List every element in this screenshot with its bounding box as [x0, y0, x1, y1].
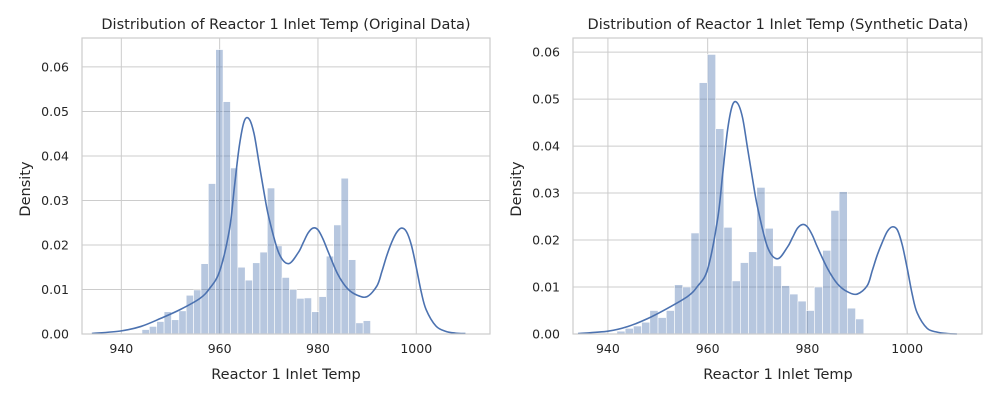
histogram-bar [855, 318, 865, 335]
histogram-bar [748, 251, 758, 335]
histogram-bar [149, 326, 158, 335]
histogram-bar [797, 300, 807, 335]
histogram-bar [156, 321, 165, 335]
y-tick-label: 0.04 [41, 148, 69, 163]
y-tick-label: 0.03 [532, 186, 560, 201]
histogram-bar [222, 101, 231, 335]
histogram-bar [633, 325, 642, 335]
chart-title: Distribution of Reactor 1 Inlet Temp (Sy… [588, 17, 969, 33]
plot-area: 940 960 980 1000 0.00 0.01 0.02 0.03 0.04 0.05 0.0… [41, 37, 491, 356]
histogram-bar [674, 284, 684, 335]
plot-area: 940 960 980 1000 0.00 0.01 0.02 0.03 0.04 0.05 0.0… [532, 37, 983, 356]
histogram-bar [814, 286, 823, 335]
histogram-bar [326, 255, 334, 335]
histogram-bar [215, 49, 224, 335]
x-tick-label: 980 [795, 341, 819, 356]
x-tick-label: 940 [109, 341, 133, 356]
x-tick-label: 1000 [891, 341, 923, 356]
y-tick-label: 0.02 [41, 237, 69, 252]
histogram-bar [690, 232, 700, 335]
histogram-bar [244, 279, 253, 335]
histogram-bar [723, 227, 733, 335]
histogram-bar [267, 187, 275, 335]
histogram-bar [252, 262, 261, 335]
y-axis-label: Density [509, 161, 525, 217]
histogram-bar [847, 307, 856, 335]
histogram-bar [318, 296, 327, 335]
x-tick-label: 960 [208, 341, 232, 356]
y-tick-label: 0.01 [532, 280, 560, 295]
kde-curve [577, 100, 958, 335]
y-tick-label: 0.02 [532, 233, 560, 248]
x-axis-label: Reactor 1 Inlet Temp [703, 367, 853, 383]
chart-panel-original: 940 960 980 1000 0.00 0.01 0.02 0.03 0.04 0.05 0.0… [18, 17, 491, 383]
histogram-bar [355, 322, 364, 335]
kde-curve [91, 116, 466, 335]
histogram-bar [208, 183, 217, 335]
histogram-bar [657, 317, 667, 335]
histogram-bar [707, 54, 716, 335]
histogram-bar [340, 177, 349, 335]
y-tick-label: 0.06 [41, 59, 69, 74]
histogram-bar [274, 245, 283, 335]
histogram-bar [838, 191, 848, 335]
x-tick-label: 980 [306, 341, 330, 356]
histogram-bar [781, 285, 791, 335]
histogram-bar [740, 262, 749, 335]
y-tick-label: 0.04 [532, 139, 560, 154]
histogram-bar [731, 280, 741, 335]
y-tick-label: 0.00 [532, 327, 560, 342]
chart-title: Distribution of Reactor 1 Inlet Temp (Or… [101, 17, 470, 33]
histogram-bar [348, 259, 357, 335]
histogram-bar [296, 298, 305, 335]
histogram-bar [200, 263, 209, 335]
y-tick-label: 0.01 [41, 282, 69, 297]
histogram-bar [830, 210, 840, 335]
histogram-bar [641, 321, 651, 335]
histogram-bar [237, 266, 246, 335]
histogram-bar [665, 310, 675, 335]
histogram-bar [303, 297, 312, 335]
plot-frame [81, 37, 491, 335]
y-tick-label: 0.06 [532, 45, 560, 60]
x-tick-label: 940 [596, 341, 620, 356]
histogram-bar [772, 265, 782, 335]
histogram-bar [311, 311, 320, 335]
y-tick-label: 0.03 [41, 193, 69, 208]
x-tick-label: 960 [696, 341, 720, 356]
histogram-bar [141, 329, 150, 335]
histogram-bar [624, 328, 634, 335]
x-axis-label: Reactor 1 Inlet Temp [211, 367, 361, 383]
histogram-bar [178, 310, 187, 335]
histogram-bar [805, 310, 815, 335]
chart-panel-synthetic: 940 960 980 1000 0.00 0.01 0.02 0.03 0.04 0.05 0.0… [509, 17, 983, 383]
histogram-bar [281, 277, 290, 335]
histogram-bar [289, 289, 298, 335]
histogram-bar [789, 293, 799, 335]
plot-frame [572, 37, 983, 335]
y-tick-label: 0.05 [532, 92, 560, 107]
histogram-bar [185, 294, 194, 335]
y-tick-label: 0.00 [41, 327, 69, 342]
histogram-bar [362, 320, 371, 335]
histogram-bar [193, 289, 202, 335]
y-tick-label: 0.05 [41, 104, 69, 119]
y-axis-label: Density [18, 161, 34, 217]
x-tick-label: 1000 [400, 341, 432, 356]
histogram-bar [698, 82, 708, 335]
histogram-bar [715, 128, 725, 335]
histogram-bar [171, 319, 180, 335]
histogram-bar [259, 251, 268, 335]
